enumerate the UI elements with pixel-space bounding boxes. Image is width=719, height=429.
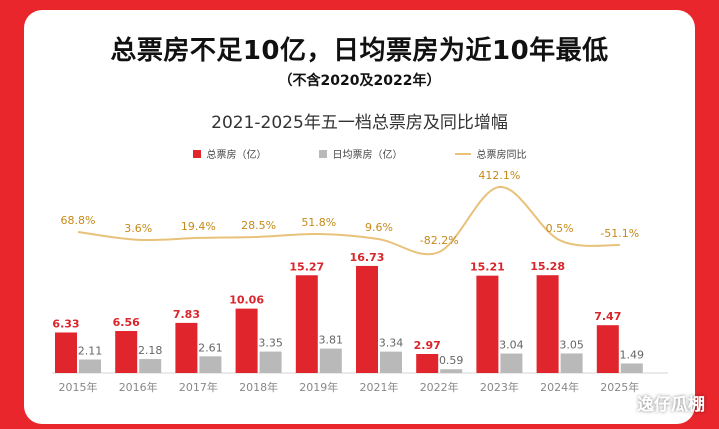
bar-total [235,308,258,373]
yoy-label: 412.1% [478,169,520,182]
chart-legend: 总票房（亿） 日均票房（亿） 总票房同比 [0,146,719,161]
bar-daily [500,353,523,373]
legend-swatch-daily [318,149,327,158]
bar-total-label: 7.47 [594,310,621,323]
bar-daily-label: 3.81 [319,334,344,347]
yoy-label: 28.5% [241,219,276,232]
bar-daily-label: 3.05 [559,338,584,351]
bar-total-label: 2.97 [414,339,441,352]
x-tick-label: 2024年 [540,380,579,394]
bar-total-label: 7.83 [173,308,200,321]
yoy-label: -51.1% [600,227,639,240]
bar-total-label: 15.28 [530,260,565,273]
bar-daily [560,353,583,373]
yoy-label: -82.2% [420,234,459,247]
bar-daily-label: 1.49 [620,348,645,361]
bar-total [416,353,439,373]
bar-total [356,265,378,373]
bar-daily [620,363,643,373]
bar-daily [380,351,402,373]
legend-swatch-yoy [454,152,471,155]
bar-total-label: 16.73 [350,251,385,264]
bar-daily-label: 2.18 [138,344,163,357]
yoy-label: 68.8% [61,214,96,227]
legend-item-daily: 日均票房（亿） [318,146,403,161]
bar-daily [79,359,101,373]
yoy-label: 0.5% [546,222,574,235]
watermark: 逸仔瓜棚 [637,395,705,415]
yoy-label: 9.6% [365,221,393,234]
bar-total [175,322,198,373]
bar-daily [199,356,222,373]
yoy-label: 19.4% [181,220,216,233]
bar-daily [319,348,342,373]
bar-total [295,275,318,373]
bar-total-label: 6.56 [113,316,140,329]
headline: 总票房不足10亿，日均票房为近10年最低 [110,36,609,66]
bar-total [536,275,559,373]
yoy-line [77,185,620,256]
bar-daily [259,351,282,373]
bar-total-label: 15.21 [470,261,505,274]
chart-title: 2021-2025年五一档总票房及同比增幅 [211,113,508,133]
bar-daily-label: 0.59 [439,354,464,367]
x-tick-label: 2023年 [480,380,519,394]
bar-total [55,332,77,373]
bar-daily-label: 3.35 [258,337,283,350]
bar-daily [440,369,463,373]
bar-daily [139,359,162,373]
bar-total [596,325,619,373]
legend-item-yoy: 总票房同比 [454,146,527,161]
x-tick-label: 2015年 [59,380,98,394]
x-tick-label: 2022年 [420,380,459,394]
bar-daily-label: 3.34 [379,337,404,350]
bar-daily-label: 3.04 [499,339,524,352]
subheadline: （不含2020及2022年） [278,73,441,89]
legend-swatch-total [192,149,201,158]
yoy-label: 3.6% [124,222,152,235]
legend-label-daily: 日均票房（亿） [332,150,403,161]
x-tick-label: 2021年 [360,380,399,394]
legend-label-total: 总票房（亿） [206,150,267,161]
legend-label-yoy: 总票房同比 [476,150,527,161]
x-tick-label: 2025年 [600,380,639,394]
bar-daily-label: 2.61 [198,341,223,354]
bar-total-label: 15.27 [289,260,324,273]
x-tick-label: 2016年 [119,380,158,394]
bar-daily-label: 2.11 [78,344,103,357]
yoy-label: 51.8% [301,216,336,229]
bar-total [115,331,138,373]
legend-item-total: 总票房（亿） [192,146,267,161]
bar-total-label: 10.06 [229,294,264,307]
x-tick-label: 2018年 [239,380,278,394]
bar-total-label: 6.33 [52,317,79,330]
x-tick-label: 2017年 [179,380,218,394]
bar-total [476,275,499,373]
x-tick-label: 2019年 [299,380,338,394]
